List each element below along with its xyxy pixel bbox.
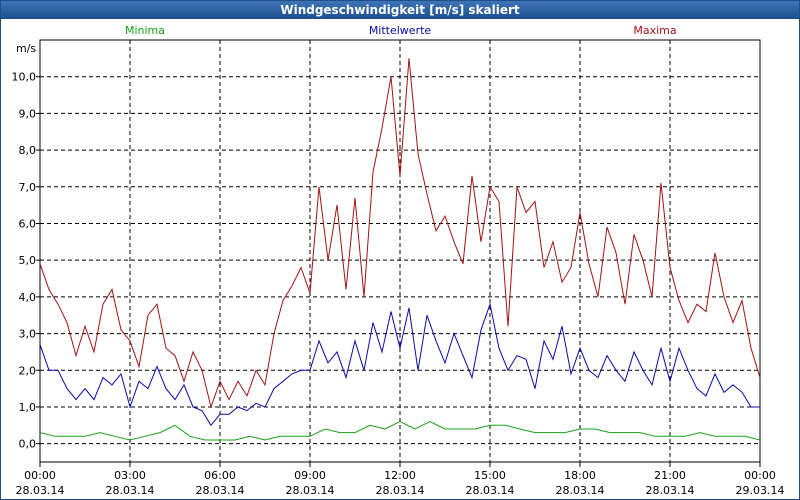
x-tick-date: 28.03.14 <box>376 484 425 497</box>
legend-maxima: Maxima <box>633 24 676 37</box>
x-tick-time: 18:00 <box>564 469 596 482</box>
y-tick-label: 2,0 <box>19 364 37 377</box>
x-tick-date: 28.03.14 <box>556 484 605 497</box>
y-tick-label: 10,0 <box>12 71 37 84</box>
series-line-minima <box>39 421 761 441</box>
x-tick-date: 28.03.14 <box>16 484 65 497</box>
y-tick-label: 3,0 <box>19 328 37 341</box>
legend-minima: Minima <box>125 24 165 37</box>
x-tick-time: 09:00 <box>294 469 326 482</box>
legend-mittelwerte: Mittelwerte <box>369 24 432 37</box>
x-tick-time: 12:00 <box>384 469 416 482</box>
x-tick-time: 00:00 <box>744 469 776 482</box>
y-tick-label: 5,0 <box>19 254 37 267</box>
x-tick-time: 00:00 <box>24 469 56 482</box>
chart-title: Windgeschwindigkeit [m/s] skaliert <box>1 1 799 19</box>
y-tick-label: 4,0 <box>19 291 37 304</box>
x-tick-time: 06:00 <box>204 469 236 482</box>
y-tick-label: 9,0 <box>19 107 37 120</box>
series-line-mittel <box>39 302 760 427</box>
x-tick-date: 28.03.14 <box>286 484 335 497</box>
x-tick-date: 28.03.14 <box>646 484 695 497</box>
x-tick-date: 28.03.14 <box>466 484 515 497</box>
x-tick-date: 28.03.14 <box>196 484 245 497</box>
series-line-maxima <box>39 58 761 409</box>
y-tick-label: 7,0 <box>19 181 37 194</box>
y-tick-label: 0,0 <box>19 438 37 451</box>
y-tick-label: 1,0 <box>19 401 37 414</box>
x-tick-date: 28.03.14 <box>106 484 155 497</box>
y-axis-label: m/s <box>16 42 36 55</box>
x-tick-time: 15:00 <box>474 469 506 482</box>
y-tick-label: 8,0 <box>19 144 37 157</box>
x-tick-date: 29.03.14 <box>736 484 785 497</box>
x-tick-time: 03:00 <box>114 469 146 482</box>
x-tick-time: 21:00 <box>654 469 686 482</box>
y-tick-label: 6,0 <box>19 217 37 230</box>
